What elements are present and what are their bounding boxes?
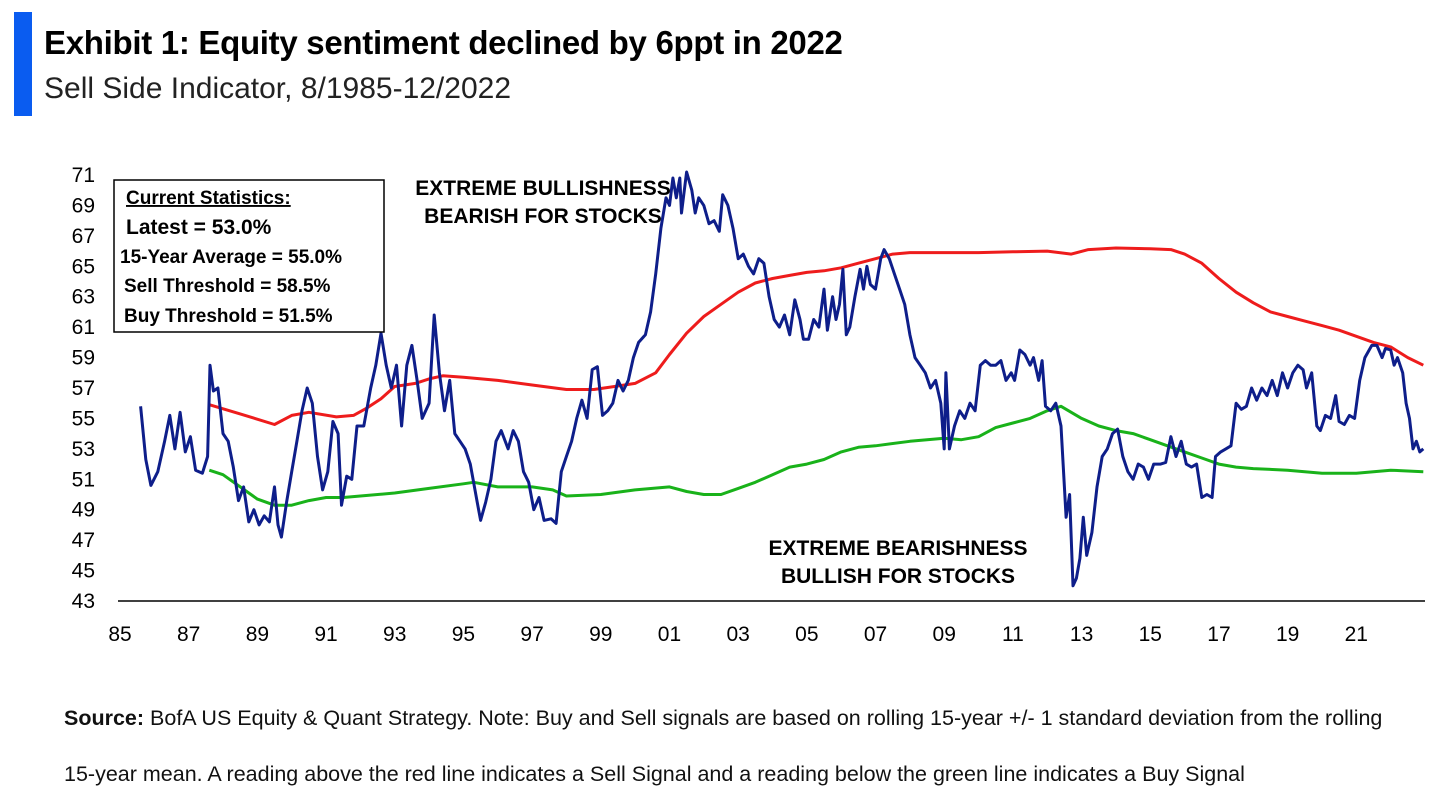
sell-threshold-line: [208, 246, 1424, 426]
stats-average: 15-Year Average = 55.0%: [120, 247, 342, 268]
source-text: BofA US Equity & Quant Strategy. Note: B…: [64, 706, 1383, 786]
chart-area: 71 69 67 65 63 61 59 57 55 53 51 49 47 45 43 85 87 89 91 9…: [72, 164, 1425, 646]
x-tick-label: 99: [589, 623, 612, 646]
stats-box: Current Statistics: Latest = 53.0% 15-Ye…: [113, 179, 385, 333]
x-tick-label: 07: [864, 623, 887, 646]
chart-title: Exhibit 1: Equity sentiment declined by …: [44, 24, 843, 61]
bearish-annotation-line2: BULLISH FOR STOCKS: [781, 565, 1015, 588]
y-tick-label: 61: [72, 316, 95, 339]
x-axis-ticks: 85 87 89 91 93 95 97 99 01 03 05 07 09 11 13 15 17 19 21: [108, 623, 1368, 646]
x-tick-label: 03: [726, 623, 749, 646]
x-tick-label: 11: [1002, 623, 1024, 646]
y-tick-label: 43: [72, 590, 95, 613]
buy-threshold-line: [208, 404, 1424, 507]
y-tick-label: 51: [72, 468, 95, 491]
x-tick-label: 01: [658, 623, 681, 646]
x-tick-label: 13: [1070, 623, 1093, 646]
source-label: Source:: [64, 706, 145, 730]
x-tick-label: 19: [1276, 623, 1299, 646]
y-axis-ticks: 71 69 67 65 63 61 59 57 55 53 51 49 47 45 43: [72, 164, 95, 613]
bullish-annotation-line2: BEARISH FOR STOCKS: [424, 205, 662, 228]
x-tick-label: 21: [1345, 623, 1368, 646]
x-tick-label: 85: [108, 623, 131, 646]
y-tick-label: 55: [72, 407, 95, 430]
bearish-annotation-line1: EXTREME BEARISHNESS: [768, 537, 1027, 560]
y-tick-label: 71: [72, 164, 95, 187]
x-tick-label: 09: [933, 623, 956, 646]
x-tick-label: 91: [314, 623, 337, 646]
x-tick-label: 89: [246, 623, 269, 646]
x-tick-label: 87: [177, 623, 200, 646]
y-tick-label: 57: [72, 377, 95, 400]
x-tick-label: 95: [452, 623, 475, 646]
x-tick-label: 05: [795, 623, 818, 646]
y-tick-label: 69: [72, 194, 95, 217]
source-note: Source: BofA US Equity & Quant Strategy.…: [64, 690, 1404, 802]
sell-side-indicator-line: [139, 170, 1425, 588]
y-tick-label: 49: [72, 499, 95, 522]
x-tick-label: 17: [1207, 623, 1230, 646]
stats-buy-threshold: Buy Threshold = 51.5%: [124, 306, 333, 327]
title-accent-bar: [14, 12, 32, 116]
stats-heading: Current Statistics:: [126, 188, 291, 209]
bullish-annotation-line1: EXTREME BULLISHNESS: [415, 177, 671, 200]
x-tick-label: 93: [383, 623, 406, 646]
y-tick-label: 65: [72, 255, 95, 278]
y-tick-label: 63: [72, 286, 95, 309]
stats-latest: Latest = 53.0%: [126, 216, 272, 239]
x-tick-label: 97: [520, 623, 543, 646]
y-tick-label: 47: [72, 529, 95, 552]
stats-box-frame: [113, 179, 385, 333]
y-tick-label: 67: [72, 225, 95, 248]
x-tick-label: 15: [1139, 623, 1162, 646]
y-tick-label: 45: [72, 560, 95, 583]
chart-subtitle: Sell Side Indicator, 8/1985-12/2022: [44, 72, 512, 105]
y-tick-label: 59: [72, 347, 95, 370]
y-tick-label: 53: [72, 438, 95, 461]
stats-sell-threshold: Sell Threshold = 58.5%: [124, 276, 331, 297]
